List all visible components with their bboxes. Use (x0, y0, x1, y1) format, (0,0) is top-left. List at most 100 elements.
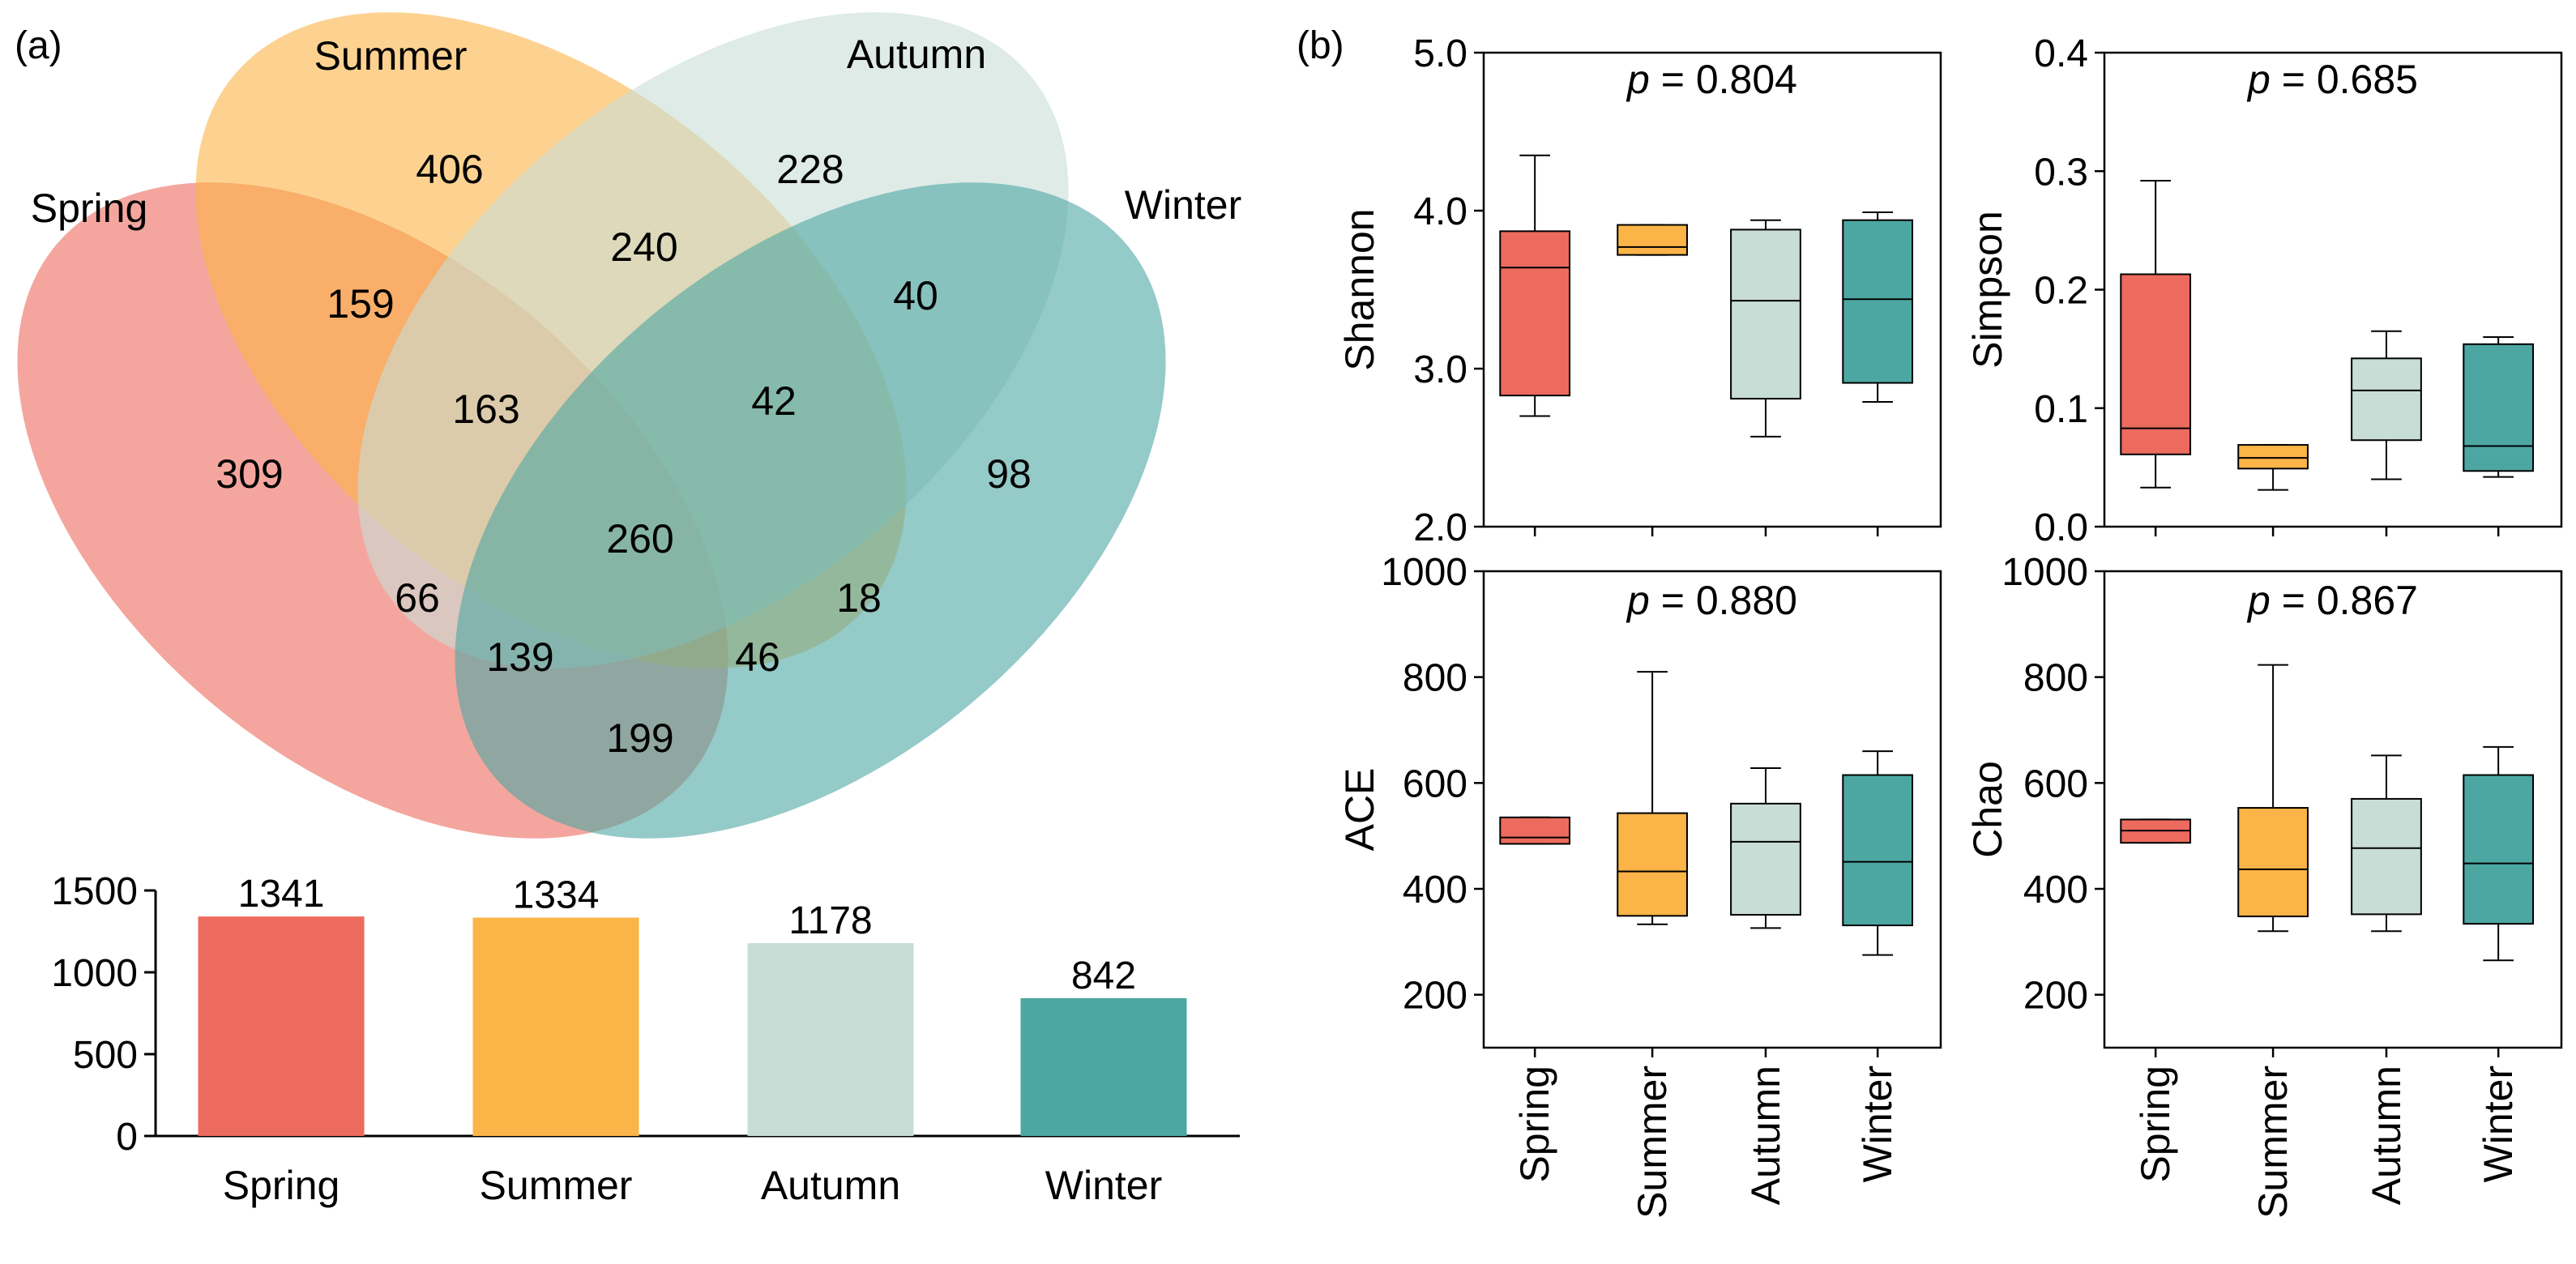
venn-diagram: Spring Summer Autumn Winter 309 406 228 … (17, 12, 1241, 839)
boxplot-simpson: 0.0 0.1 0.2 0.3 0.4 Simpson p = 0.685 (1965, 32, 2563, 549)
bar-chart-totals: 0 500 1000 1500 1341 Spring 1334 Summer 1178 Autu… (51, 870, 1240, 1208)
venn-label-autumn: Autumn (847, 32, 986, 77)
box-autumn (1730, 228, 1801, 400)
y-tick-label: 1000 (1381, 551, 1467, 594)
p-symbol: p (2246, 578, 2271, 623)
y-tick-label: 0.0 (2034, 506, 2088, 549)
y-tick-label: 1000 (2001, 551, 2088, 594)
bar-x-tick-label: Autumn (761, 1163, 900, 1208)
venn-count-summer-only: 406 (416, 147, 483, 192)
bar-y-tick-label: 1000 (51, 952, 138, 995)
box-winter (2463, 343, 2535, 472)
bar-x-tick-label: Spring (223, 1163, 340, 1208)
venn-count-spring-autumn: 66 (395, 575, 440, 621)
p-symbol: p (2246, 57, 2271, 102)
venn-label-summer: Summer (314, 33, 468, 79)
boxplot-chao: 200 400 600 800 1000 Chao p = 0.867 Spring Summe… (1965, 551, 2563, 1219)
p-symbol: p (1625, 57, 1650, 102)
box-summer (2237, 444, 2309, 470)
p-value-label: p = 0.867 (2246, 578, 2418, 623)
venn-count-spring-winter: 199 (606, 715, 673, 761)
bar-summer (472, 917, 639, 1136)
p-value-text: = 0.685 (2271, 57, 2418, 102)
box-summer (2237, 807, 2309, 917)
p-value-label: p = 0.804 (1625, 57, 1797, 102)
venn-count-summer-autumn-winter: 42 (751, 378, 797, 424)
y-tick-label: 0.2 (2034, 270, 2088, 313)
venn-count-spring-only: 309 (216, 451, 283, 497)
bar-autumn (747, 943, 914, 1136)
venn-label-winter: Winter (1125, 182, 1241, 228)
x-tick-label: Summer (2250, 1065, 2296, 1219)
venn-count-autumn-winter: 40 (893, 273, 938, 318)
box-winter (2463, 774, 2535, 925)
bar-value-label: 842 (1071, 954, 1136, 997)
y-tick-label: 0.4 (2034, 32, 2088, 75)
y-axis-label: Simpson (1965, 211, 2010, 369)
box-autumn (1730, 802, 1801, 916)
y-tick-label: 3.0 (1413, 348, 1467, 391)
box-spring (1499, 230, 1571, 397)
x-tick-label: Autumn (1743, 1065, 1788, 1205)
bar-y-tick-label: 1500 (51, 870, 138, 913)
plot-frame (1482, 51, 1942, 528)
box-autumn (2351, 797, 2422, 916)
box-spring (1499, 816, 1571, 845)
bar-spring (198, 916, 365, 1136)
p-value-label: p = 0.685 (2246, 57, 2418, 102)
bar-x-tick-label: Winter (1045, 1163, 1162, 1208)
p-value-text: = 0.804 (1650, 57, 1797, 102)
y-tick-label: 5.0 (1413, 32, 1467, 75)
venn-count-spring-summer-winter: 46 (735, 634, 780, 680)
y-tick-label: 200 (1403, 975, 1467, 1018)
y-tick-label: 400 (2023, 869, 2088, 912)
venn-count-winter-only: 98 (986, 451, 1032, 497)
y-tick-label: 200 (2023, 975, 2088, 1018)
x-tick-label: Spring (2133, 1065, 2178, 1183)
box-summer (1617, 812, 1688, 917)
venn-count-autumn-only: 228 (776, 147, 844, 192)
y-tick-label: 4.0 (1413, 190, 1467, 233)
x-tick-label: Spring (1512, 1065, 1557, 1183)
venn-count-summer-autumn: 240 (610, 224, 677, 270)
bar-x-tick-label: Summer (480, 1163, 633, 1208)
p-value-text: = 0.880 (1650, 578, 1797, 623)
y-tick-label: 0.1 (2034, 388, 2088, 431)
y-tick-label: 2.0 (1413, 506, 1467, 549)
venn-label-spring: Spring (31, 186, 148, 231)
x-tick-label: Autumn (2364, 1065, 2409, 1205)
panel-a-label: (a) (15, 24, 62, 67)
boxplot-shannon: 2.0 3.0 4.0 5.0 Shannon p = 0.804 (1337, 32, 1942, 549)
x-tick-label: Summer (1630, 1065, 1675, 1219)
p-value-label: p = 0.880 (1625, 578, 1797, 623)
panel-b-label: (b) (1297, 24, 1344, 67)
venn-count-spring-summer-autumn: 163 (452, 386, 519, 432)
y-tick-label: 800 (1403, 657, 1467, 700)
plot-frame (1482, 570, 1942, 1049)
x-tick-label: Winter (1855, 1065, 1900, 1182)
bar-value-label: 1334 (513, 874, 600, 917)
box-autumn (2351, 357, 2422, 442)
p-value-text: = 0.867 (2271, 578, 2418, 623)
venn-count-all: 260 (606, 516, 673, 562)
p-symbol: p (1625, 578, 1650, 623)
y-axis-label: Shannon (1337, 208, 1382, 370)
venn-ellipse-winter (455, 182, 1166, 839)
venn-count-spring-autumn-winter: 139 (486, 634, 553, 680)
box-summer (1617, 224, 1688, 256)
y-tick-label: 800 (2023, 657, 2088, 700)
venn-count-summer-winter: 18 (836, 575, 882, 621)
y-axis-label: Chao (1965, 761, 2010, 858)
bar-y-tick-label: 500 (73, 1034, 138, 1077)
bar-value-label: 1178 (788, 899, 872, 942)
venn-count-spring-summer: 159 (327, 281, 394, 327)
x-tick-label: Winter (2476, 1065, 2521, 1182)
box-winter (1842, 219, 1914, 384)
y-axis-label: ACE (1337, 768, 1382, 852)
bar-value-label: 1341 (238, 873, 325, 916)
box-winter (1842, 774, 1914, 927)
y-tick-label: 600 (1403, 762, 1467, 805)
plot-frame (2103, 570, 2563, 1049)
y-tick-label: 0.3 (2034, 151, 2088, 194)
